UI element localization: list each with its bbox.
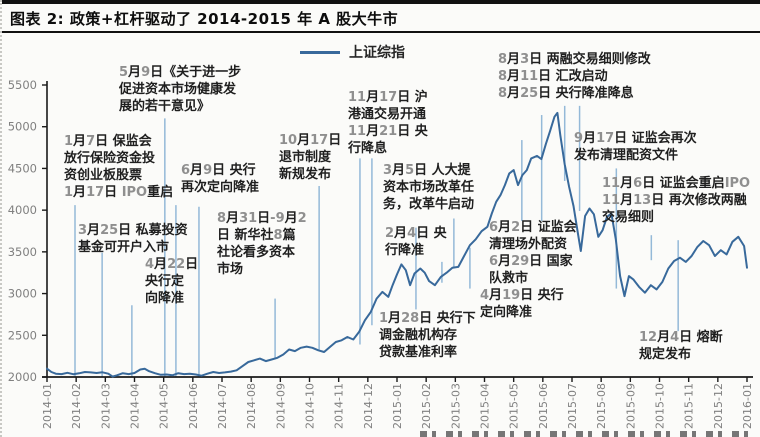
y-tick-label: 4500 [8, 161, 37, 175]
x-tick-label: 2014-11 [333, 383, 346, 429]
x-tick-label: 2016-01 [741, 383, 754, 429]
x-tick-label: 2015-03 [449, 383, 462, 429]
sse-composite-index-line [46, 111, 748, 378]
x-tick-label: 2015-05 [508, 383, 521, 429]
x-tick-label: 2015-12 [712, 383, 725, 429]
x-tick-label: 2014-09 [274, 383, 287, 429]
x-tick-label: 2015-10 [654, 383, 667, 429]
figure-title: 图表 2: 政策+杠杆驱动了 2014-2015 年 A 股大牛市 [2, 0, 760, 33]
x-tick-label: 2014-04 [129, 383, 142, 429]
x-tick-label: 2014-07 [216, 383, 229, 429]
y-tick-label: 5500 [8, 78, 37, 92]
x-tick-label: 2014-06 [187, 383, 200, 429]
x-tick-label: 2015-08 [595, 383, 608, 429]
x-tick-label: 2015-02 [420, 383, 433, 429]
y-tick-label: 3000 [8, 287, 37, 301]
y-tick-label: 3500 [8, 245, 37, 259]
y-tick-label: 2000 [8, 370, 37, 384]
x-tick-label: 2014-05 [158, 383, 171, 429]
chart-area: 5500 5000 4500 4000 3500 3000 2500 2000 2014-01 2… [2, 33, 760, 437]
x-tick-label: 2015-04 [479, 383, 492, 429]
clipped-footer-text [420, 431, 758, 437]
y-tick-label: 2500 [8, 328, 37, 342]
legend: 上证综指 [300, 42, 405, 62]
x-tick-label: 2015-09 [624, 383, 637, 429]
x-tick-label: 2014-01 [41, 383, 54, 429]
y-tick-label: 4000 [8, 203, 37, 217]
legend-label: 上证综指 [349, 45, 405, 61]
x-tick-label: 2015-07 [566, 383, 579, 429]
x-tick-label: 2014-10 [304, 383, 317, 429]
x-tick-label: 2015-11 [683, 383, 696, 429]
x-tick-label: 2015-06 [537, 383, 550, 429]
chart-svg: 5500 5000 4500 4000 3500 3000 2500 2000 2014-01 2… [8, 78, 754, 429]
y-tick-label: 5000 [8, 120, 37, 134]
x-tick-label: 2014-02 [70, 383, 83, 429]
legend-line-sample [300, 50, 340, 54]
x-tick-label: 2014-03 [99, 383, 112, 429]
x-tick-label: 2014-12 [362, 383, 375, 429]
x-tick-label: 2015-01 [391, 383, 404, 429]
x-tick-label: 2014-08 [245, 383, 258, 429]
